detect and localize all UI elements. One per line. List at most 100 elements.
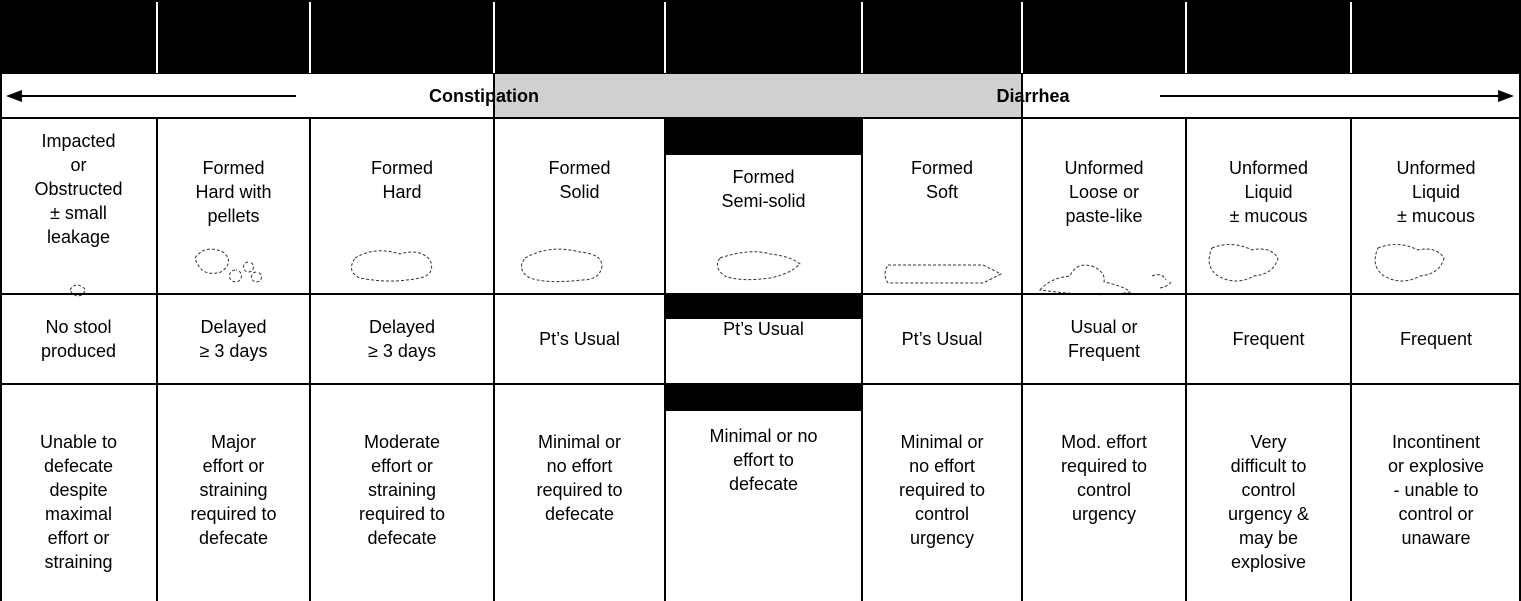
characteristics-text: ± mucous (1397, 206, 1475, 226)
control-text: straining (368, 480, 436, 500)
characteristics-text: Unformed (1064, 158, 1143, 178)
diarrhea-label: Diarrhea (996, 86, 1070, 106)
pattern-text: No stool (45, 317, 111, 337)
control-text: straining (44, 552, 112, 572)
characteristics-text: Formed (371, 158, 433, 178)
section-label-bg (666, 119, 861, 155)
control-text: control (1077, 480, 1131, 500)
control-text: urgency & (1228, 504, 1309, 524)
stool-drawings (69, 244, 1445, 297)
section-label: Control (732, 388, 796, 408)
control-text: Incontinent (1392, 432, 1480, 452)
arrow-head (6, 90, 22, 102)
control-text: straining (199, 480, 267, 500)
control-text: effort to (733, 450, 794, 470)
characteristics-text: Solid (559, 182, 599, 202)
characteristics-text: Loose or (1069, 182, 1139, 202)
control-text: effort or (48, 528, 110, 548)
pattern-text: ≥ 3 days (368, 341, 436, 361)
arrow-head (1498, 90, 1514, 102)
control-text: urgency (910, 528, 974, 548)
characteristics-text: Formed (548, 158, 610, 178)
characteristics-text: or (70, 155, 86, 175)
score: + 4 (1423, 29, 1449, 49)
characteristics-text: Formed (202, 158, 264, 178)
score: + 2 (1091, 29, 1117, 49)
score: - 2 (391, 29, 412, 49)
control-text: defecate (44, 456, 113, 476)
characteristics-text: Unformed (1396, 158, 1475, 178)
control-text: - unable to (1393, 480, 1478, 500)
pattern-text: Delayed (200, 317, 266, 337)
score: + 3 (1256, 29, 1282, 49)
pattern-text: Delayed (369, 317, 435, 337)
control-text: Minimal or (538, 432, 621, 452)
characteristics-text: Formed (732, 167, 794, 187)
constipation-label: Constipation (429, 86, 539, 106)
score: + 1 (929, 29, 955, 49)
control-text: difficult to (1231, 456, 1307, 476)
characteristics-text: Liquid (1244, 182, 1292, 202)
pattern-text: Frequent (1068, 341, 1140, 361)
score: 0 (758, 39, 768, 59)
score: - 3 (223, 29, 244, 49)
characteristics-text: Hard (382, 182, 421, 202)
control-text: despite (49, 480, 107, 500)
control-text: defecate (199, 528, 268, 548)
control-text: control (915, 504, 969, 524)
control-text: Unable to (40, 432, 117, 452)
characteristics-text: paste-like (1065, 206, 1142, 226)
pattern-text: Frequent (1400, 329, 1472, 349)
characteristics-text: Semi-solid (721, 191, 805, 211)
control-text: Major (211, 432, 256, 452)
control-text: no effort (547, 456, 613, 476)
characteristics-text: Obstructed (34, 179, 122, 199)
characteristics-text: Hard with (195, 182, 271, 202)
pattern-text: produced (41, 341, 116, 361)
control-text: urgency (1072, 504, 1136, 524)
pattern-text: Usual or (1070, 317, 1137, 337)
control-text: may be (1239, 528, 1298, 548)
characteristics-text: Liquid (1412, 182, 1460, 202)
characteristics-text: pellets (207, 206, 259, 226)
characteristics-text: Formed (911, 158, 973, 178)
control-text: effort or (203, 456, 265, 476)
pattern-text: Pt’s Usual (539, 329, 620, 349)
control-text: no effort (909, 456, 975, 476)
section-label-bg (666, 295, 861, 319)
control-text: defecate (367, 528, 436, 548)
control-text: or explosive (1388, 456, 1484, 476)
control-text: required to (1061, 456, 1147, 476)
characteristics-text: Soft (926, 182, 958, 202)
pattern-text: Frequent (1232, 329, 1304, 349)
control-text: explosive (1231, 552, 1306, 572)
characteristics-text: ± mucous (1230, 206, 1308, 226)
score: - 4 (68, 29, 89, 49)
control-text: Moderate (364, 432, 440, 452)
characteristics-text: Impacted (41, 131, 115, 151)
control-text: defecate (729, 474, 798, 494)
characteristics-text: Unformed (1229, 158, 1308, 178)
control-text: maximal (45, 504, 112, 524)
control-text: Minimal or (900, 432, 983, 452)
control-text: Minimal or no (709, 426, 817, 446)
control-text: effort or (371, 456, 433, 476)
pattern-text: Pt’s Usual (723, 319, 804, 339)
score-label: BPS Score (717, 9, 809, 29)
control-text: control (1241, 480, 1295, 500)
control-text: Mod. effort (1061, 432, 1147, 452)
section-label: Characteristics (698, 127, 828, 147)
characteristics-text: leakage (47, 227, 110, 247)
pattern-text: Pt’s Usual (902, 329, 983, 349)
control-text: Very (1250, 432, 1286, 452)
control-text: required to (190, 504, 276, 524)
section-label-bg (666, 385, 861, 411)
control-text: required to (899, 480, 985, 500)
neutral-band (494, 73, 1022, 118)
control-text: control or (1398, 504, 1473, 524)
score: - 1 (569, 29, 590, 49)
characteristics-text: ± small (50, 203, 107, 223)
pattern-text: ≥ 3 days (200, 341, 268, 361)
